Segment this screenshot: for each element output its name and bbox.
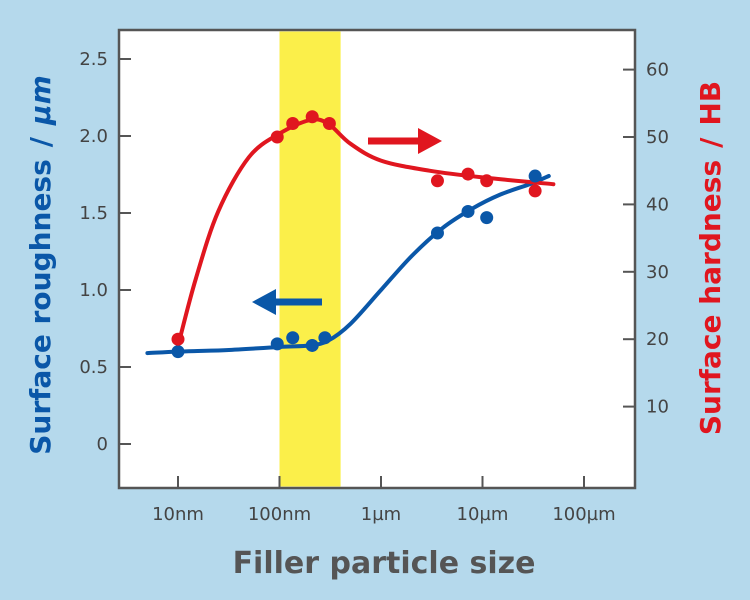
left-axis-ticks: 0 0.5 1.0 1.5 2.0 2.5 [79,49,131,455]
left-tick-label: 1.0 [79,280,108,301]
right-axis-title-main: Surface hardness [694,160,727,435]
right-tick-label: 60 [646,60,669,81]
left-axis-title-sep: / [24,136,57,147]
plot-area [117,28,637,490]
right-axis-arrow-head [418,128,442,154]
hardness-point [286,117,300,131]
right-axis-title-unit: HB [694,81,727,126]
roughness-point [286,331,300,345]
hardness-point [528,184,542,198]
series-curves [145,117,556,356]
roughness-point [305,338,319,352]
left-tick-label: 2.5 [79,49,108,70]
hardness-point [270,130,284,144]
x-tick-label: 100µm [552,504,615,525]
roughness-curve [145,174,551,356]
left-axis-title: Surface roughness / µm [24,75,57,455]
hardness-point [322,117,336,131]
left-axis-title-main: Surface roughness [24,159,57,455]
right-tick-label: 20 [646,329,669,350]
roughness-point [528,169,542,183]
right-tick-label: 10 [646,397,669,418]
x-tick-label: 100nm [248,504,311,525]
x-tick-label: 1µm [361,504,401,525]
x-axis-ticks: 10nm 100nm 1µm 10µm 100µm [152,476,616,525]
left-tick-label: 1.5 [79,203,108,224]
axis-arrows [252,128,442,315]
right-tick-label: 40 [646,194,669,215]
left-tick-label: 0 [97,434,108,455]
hardness-point [461,167,475,181]
highlight-band [279,31,341,487]
left-axis-title-unit: µm [24,75,57,126]
x-axis-title: Filler particle size [233,546,536,581]
right-axis-ticks: 10 20 30 40 50 60 [623,60,669,418]
x-tick-label: 10µm [457,504,509,525]
left-axis-arrow-head [252,289,276,315]
roughness-point [270,337,284,351]
left-tick-label: 0.5 [79,357,108,378]
roughness-point [461,204,475,218]
right-axis-title: Surface hardness / HB [694,81,727,435]
roughness-point [480,211,494,225]
hardness-point [171,332,185,346]
roughness-point [318,331,332,345]
roughness-point [171,345,185,359]
right-tick-label: 50 [646,127,669,148]
roughness-point [430,226,444,240]
right-tick-label: 30 [646,262,669,283]
left-tick-label: 2.0 [79,126,108,147]
hardness-curve [176,117,556,348]
hardness-point [480,174,494,188]
hardness-point [430,174,444,188]
series-points [171,110,542,359]
x-tick-label: 10nm [152,504,204,525]
hardness-point [305,110,319,124]
right-axis-title-sep: / [694,137,727,148]
